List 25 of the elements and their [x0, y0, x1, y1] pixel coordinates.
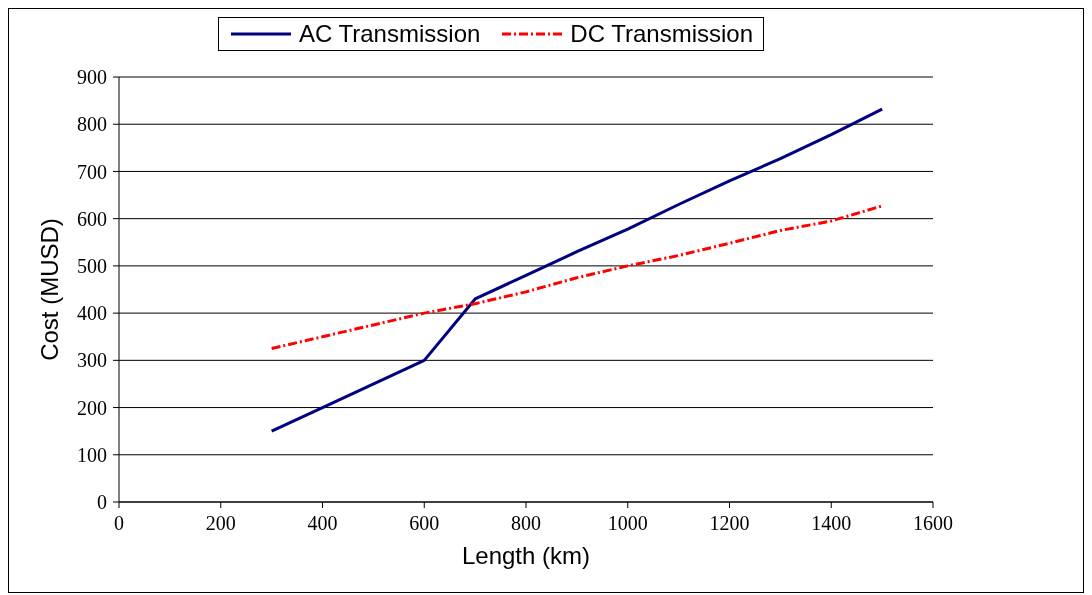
line-series: [270, 204, 884, 351]
x-tick-label: 200: [205, 512, 236, 535]
line-series: [270, 107, 884, 433]
x-tick-label: 1600: [913, 512, 953, 535]
y-tick-label: 800: [77, 113, 107, 136]
y-tick-label: 0: [97, 491, 107, 514]
x-tick-label: 800: [511, 512, 541, 535]
x-tick-label: 0: [114, 512, 124, 535]
y-tick-label: 200: [77, 396, 107, 419]
x-tick-label: 1000: [607, 512, 648, 535]
x-axis-title: Length (km): [461, 542, 591, 569]
x-tick-label: 400: [307, 512, 338, 535]
legend-label: AC Transmission: [298, 20, 481, 48]
y-tick-label: 400: [77, 302, 107, 325]
x-tick-label: 1200: [709, 512, 750, 535]
y-tick-label: 900: [77, 66, 107, 89]
y-tick-label: 100: [77, 443, 107, 466]
y-axis-title: Cost (MUSD): [35, 218, 63, 361]
y-tick-label: 300: [77, 349, 107, 372]
y-tick-label: 500: [77, 254, 107, 277]
y-tick-label: 700: [77, 160, 107, 183]
y-tick-label: 600: [77, 207, 107, 230]
x-tick-label: 600: [409, 512, 440, 535]
x-tick-label: 1400: [811, 512, 852, 535]
legend-label: DC Transmission: [570, 20, 754, 48]
